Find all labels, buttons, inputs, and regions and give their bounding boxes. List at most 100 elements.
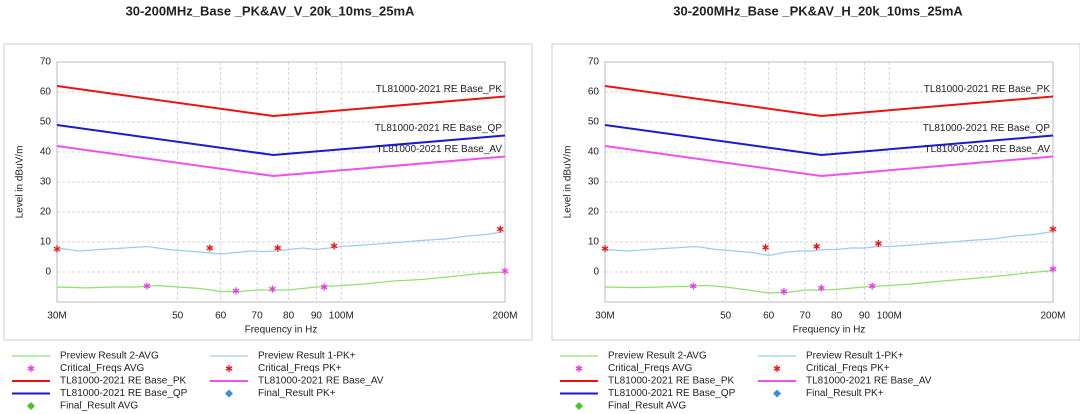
x-tick-label: 60 bbox=[763, 311, 775, 322]
limit-label: TL81000-2021 RE Base_QP bbox=[923, 123, 1051, 134]
y-tick-label: 10 bbox=[40, 237, 52, 248]
plot-frame bbox=[604, 61, 1054, 303]
series-line bbox=[56, 124, 506, 157]
chart-title: 30-200MHz_Base _PK&AV_H_20k_10ms_25mA bbox=[673, 3, 963, 18]
y-tick-label: 40 bbox=[588, 147, 600, 158]
legend-label: Preview Result 2-AVG bbox=[608, 351, 707, 362]
legend-swatch bbox=[27, 402, 35, 410]
series-line bbox=[56, 230, 506, 255]
legend-swatch bbox=[773, 365, 781, 372]
x-tick-label: 70 bbox=[800, 311, 812, 322]
x-axis-label: Frequency in Hz bbox=[245, 325, 318, 336]
y-tick-label: 50 bbox=[588, 117, 600, 128]
legend-label: Critical_Freqs AVG bbox=[608, 363, 693, 374]
critical-point bbox=[501, 267, 509, 275]
legend-label: Preview Result 1-PK+ bbox=[806, 351, 904, 362]
critical-point bbox=[330, 242, 338, 250]
y-tick-label: 70 bbox=[588, 57, 600, 68]
y-tick-label: 30 bbox=[588, 177, 600, 188]
legend-swatch bbox=[225, 365, 233, 372]
x-tick-label: 100M bbox=[329, 311, 354, 322]
critical-point bbox=[780, 288, 788, 295]
legend-label: Final_Result PK+ bbox=[806, 388, 884, 399]
legend-label: Critical_Freqs PK+ bbox=[258, 363, 342, 374]
series-line bbox=[56, 271, 506, 293]
y-tick-label: 70 bbox=[40, 57, 52, 68]
x-tick-label: 70 bbox=[252, 311, 264, 322]
y-tick-label: 50 bbox=[40, 117, 52, 128]
series-line bbox=[56, 145, 506, 178]
critical-point bbox=[206, 244, 214, 252]
critical-point bbox=[1049, 265, 1057, 273]
legend-label: Critical_Freqs AVG bbox=[60, 363, 145, 374]
x-axis-label: Frequency in Hz bbox=[793, 325, 866, 336]
y-tick-label: 60 bbox=[588, 87, 600, 98]
legend-label: Final_Result AVG bbox=[60, 401, 138, 412]
x-tick-label: 30M bbox=[47, 311, 66, 322]
legend-label: Final_Result PK+ bbox=[258, 388, 336, 399]
limit-label: TL81000-2021 RE Base_QP bbox=[375, 123, 503, 134]
x-tick-label: 90 bbox=[859, 311, 871, 322]
legend-label: TL81000-2021 RE Base_QP bbox=[608, 388, 736, 399]
plot-frame bbox=[56, 61, 506, 303]
y-tick-label: 40 bbox=[40, 147, 52, 158]
critical-point bbox=[1049, 225, 1057, 233]
legend-label: TL81000-2021 RE Base_PK bbox=[608, 376, 735, 387]
critical-point bbox=[689, 282, 697, 290]
legend-swatch bbox=[575, 365, 583, 372]
critical-point bbox=[143, 282, 151, 290]
chart-title: 30-200MHz_Base _PK&AV_V_20k_10ms_25mA bbox=[126, 3, 415, 18]
critical-point bbox=[813, 243, 820, 250]
critical-point bbox=[232, 287, 240, 295]
x-tick-label: 80 bbox=[283, 311, 295, 322]
legend-label: Critical_Freqs PK+ bbox=[806, 363, 890, 374]
y-axis-label: Level in dBuV/m bbox=[563, 146, 574, 219]
panel-frame bbox=[3, 43, 533, 341]
legend-label: TL81000-2021 RE Base_QP bbox=[60, 388, 188, 399]
y-tick-label: 20 bbox=[40, 207, 52, 218]
critical-point bbox=[320, 283, 328, 291]
critical-point bbox=[875, 240, 882, 247]
limit-label: TL81000-2021 RE Base_PK bbox=[924, 84, 1051, 95]
limit-label: TL81000-2021 RE Base_AV bbox=[377, 144, 503, 155]
critical-point bbox=[601, 245, 609, 253]
y-axis-label: Level in dBuV/m bbox=[15, 146, 26, 219]
series-line bbox=[604, 145, 1054, 178]
legend-label: TL81000-2021 RE Base_AV bbox=[258, 376, 384, 387]
series-line bbox=[604, 230, 1054, 257]
limit-label: TL81000-2021 RE Base_PK bbox=[376, 84, 503, 95]
series-line bbox=[604, 269, 1054, 294]
y-tick-label: 20 bbox=[588, 207, 600, 218]
y-tick-label: 0 bbox=[45, 267, 51, 278]
y-tick-label: 10 bbox=[588, 237, 600, 248]
y-tick-label: 0 bbox=[593, 267, 599, 278]
legend-label: TL81000-2021 RE Base_PK bbox=[60, 376, 187, 387]
x-tick-label: 50 bbox=[172, 311, 184, 322]
x-tick-label: 200M bbox=[492, 311, 517, 322]
legend-swatch bbox=[575, 402, 583, 410]
legend-swatch bbox=[27, 365, 35, 372]
legend-swatch bbox=[773, 389, 781, 398]
critical-point bbox=[274, 244, 282, 252]
x-tick-label: 80 bbox=[831, 311, 843, 322]
legend-label: TL81000-2021 RE Base_AV bbox=[806, 376, 932, 387]
legend-label: Preview Result 2-AVG bbox=[60, 351, 159, 362]
x-tick-label: 100M bbox=[877, 311, 902, 322]
critical-point bbox=[868, 282, 876, 290]
legend-label: Final_Result AVG bbox=[608, 401, 686, 412]
x-tick-label: 90 bbox=[311, 311, 323, 322]
x-tick-label: 60 bbox=[215, 311, 227, 322]
critical-point bbox=[762, 243, 769, 251]
legend-label: Preview Result 1-PK+ bbox=[258, 351, 356, 362]
critical-point bbox=[496, 225, 504, 233]
series-line bbox=[604, 124, 1054, 157]
x-tick-label: 50 bbox=[720, 311, 732, 322]
critical-point bbox=[53, 245, 61, 253]
critical-point bbox=[818, 284, 825, 292]
critical-point bbox=[269, 285, 276, 293]
legend-swatch bbox=[225, 389, 233, 398]
x-tick-label: 30M bbox=[595, 311, 614, 322]
y-tick-label: 60 bbox=[40, 87, 52, 98]
